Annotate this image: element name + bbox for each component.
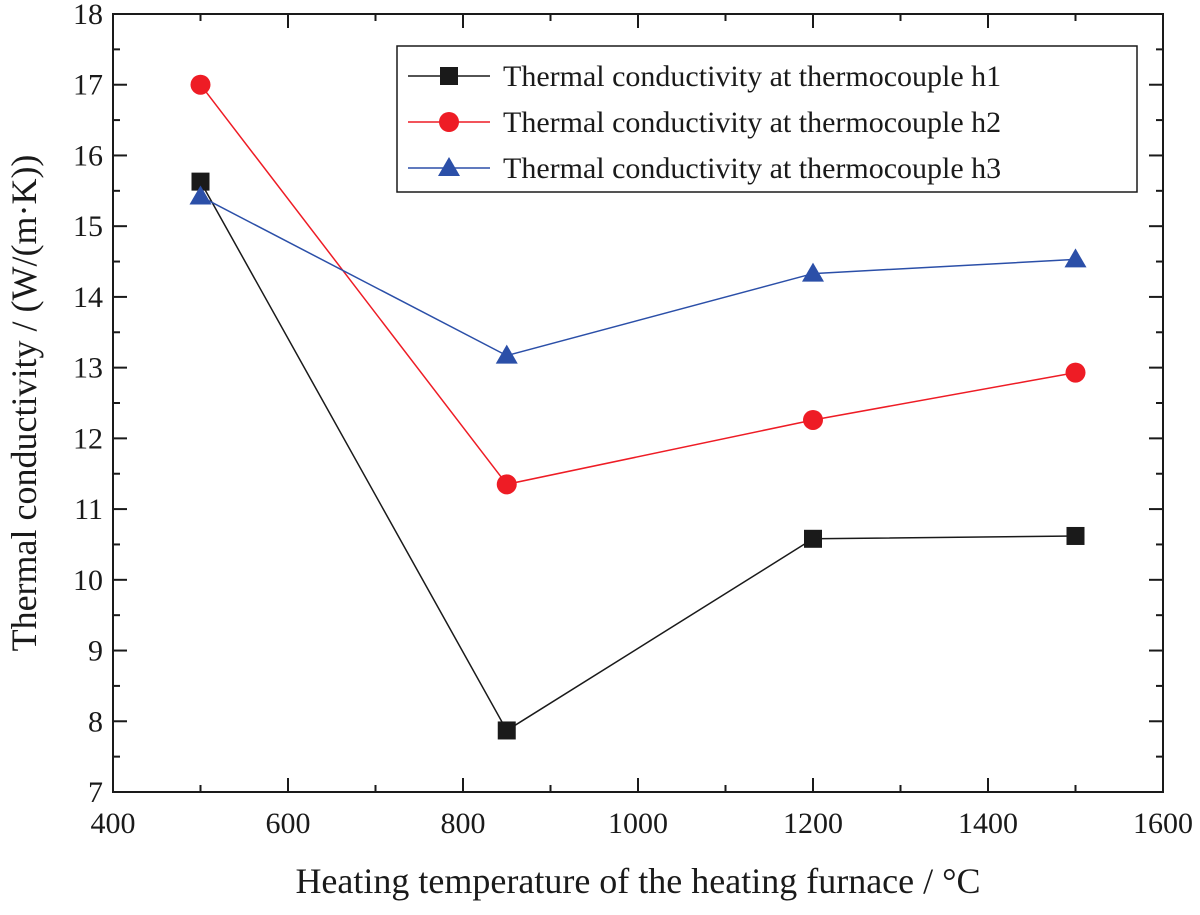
data-point-h1 [1066,526,1085,545]
x-tick-label: 1000 [608,807,668,840]
y-tick-label: 15 [73,210,103,243]
data-point-h2 [1065,362,1086,383]
legend-box [396,45,1138,193]
y-tick-label: 12 [73,422,103,455]
y-tick-label: 16 [73,139,103,172]
legend-label-h2: Thermal conductivity at thermocouple h2 [503,106,1001,139]
series-markers [189,74,1087,740]
data-point-h3 [1064,248,1087,268]
y-tick-label: 13 [73,352,103,385]
y-tick-label: 18 [73,0,103,31]
x-tick-label: 600 [266,807,311,840]
series-line-h3 [200,195,1076,357]
legend-label-h1: Thermal conductivity at thermocouple h1 [503,60,1001,93]
legend-marker-h1 [440,67,458,85]
y-tick-label: 8 [88,705,103,738]
y-tick-label: 10 [73,564,103,597]
legend-marker-h3 [438,157,460,176]
y-axis-title: Thermal conductivity / (W/(m·K)) [4,155,44,652]
x-tick-label: 1600 [1133,807,1193,840]
series-line-h1 [199,181,1076,732]
data-point-h1 [191,172,210,191]
data-point-h1 [804,529,822,548]
data-point-h2 [496,474,517,495]
legend-label-h3: Thermal conductivity at thermocouple h3 [503,152,1001,185]
x-tick-label: 1400 [958,807,1018,840]
y-tick-label: 17 [73,69,103,102]
series-line-h2 [199,84,1076,486]
legend-marker-h2 [439,112,459,132]
y-tick-label: 9 [88,635,103,668]
axis-ticks [112,13,1164,793]
x-tick-label: 800 [441,807,486,840]
data-point-h2 [190,74,211,95]
y-tick-label: 11 [74,493,103,526]
x-tick-label: 1200 [783,807,843,840]
data-point-h3 [189,185,212,205]
series-lines [199,84,1076,732]
y-tick-label: 7 [88,776,103,809]
data-point-h3 [495,344,518,364]
x-axis-title: Heating temperature of the heating furna… [295,861,980,901]
tick-labels: 400 600 800 1000 1200 1400 1600 7 8 9 10 11 12 13 14 15… [73,0,1193,840]
x-tick-label: 400 [91,807,136,840]
legend: Thermal conductivity at thermocouple h1 T… [396,45,1138,193]
y-tick-label: 14 [73,281,103,314]
data-point-h3 [802,262,824,282]
data-point-h1 [497,721,516,740]
data-point-h2 [803,409,823,430]
